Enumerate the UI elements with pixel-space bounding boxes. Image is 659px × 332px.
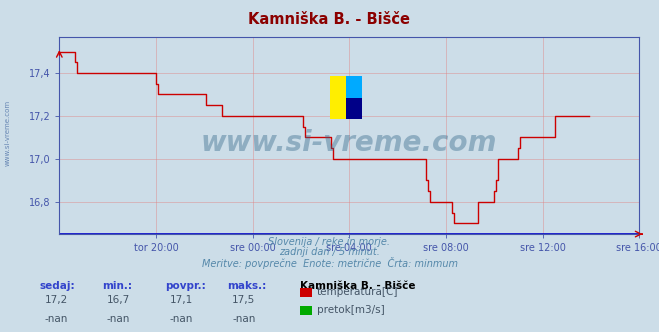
Text: 17,2: 17,2 (44, 295, 68, 305)
Text: zadnji dan / 5 minut.: zadnji dan / 5 minut. (279, 247, 380, 257)
Text: -nan: -nan (232, 314, 256, 324)
Text: -nan: -nan (44, 314, 68, 324)
Text: povpr.:: povpr.: (165, 281, 206, 290)
Text: Kamniška B. - Bišče: Kamniška B. - Bišče (300, 281, 415, 290)
Text: Slovenija / reke in morje.: Slovenija / reke in morje. (268, 237, 391, 247)
Text: pretok[m3/s]: pretok[m3/s] (317, 305, 385, 315)
Text: Meritve: povprečne  Enote: metrične  Črta: minmum: Meritve: povprečne Enote: metrične Črta:… (202, 257, 457, 269)
Text: min.:: min.: (102, 281, 132, 290)
Text: -nan: -nan (169, 314, 193, 324)
Bar (346, 76, 362, 98)
Bar (330, 76, 346, 120)
Bar (346, 98, 362, 120)
Text: maks.:: maks.: (227, 281, 267, 290)
Text: Kamniška B. - Bišče: Kamniška B. - Bišče (248, 12, 411, 27)
Text: 16,7: 16,7 (107, 295, 130, 305)
Text: temperatura[C]: temperatura[C] (317, 287, 399, 297)
Text: -nan: -nan (107, 314, 130, 324)
Text: www.si-vreme.com: www.si-vreme.com (201, 129, 498, 157)
Text: sedaj:: sedaj: (40, 281, 75, 290)
Text: 17,5: 17,5 (232, 295, 256, 305)
Text: www.si-vreme.com: www.si-vreme.com (5, 100, 11, 166)
Text: 17,1: 17,1 (169, 295, 193, 305)
